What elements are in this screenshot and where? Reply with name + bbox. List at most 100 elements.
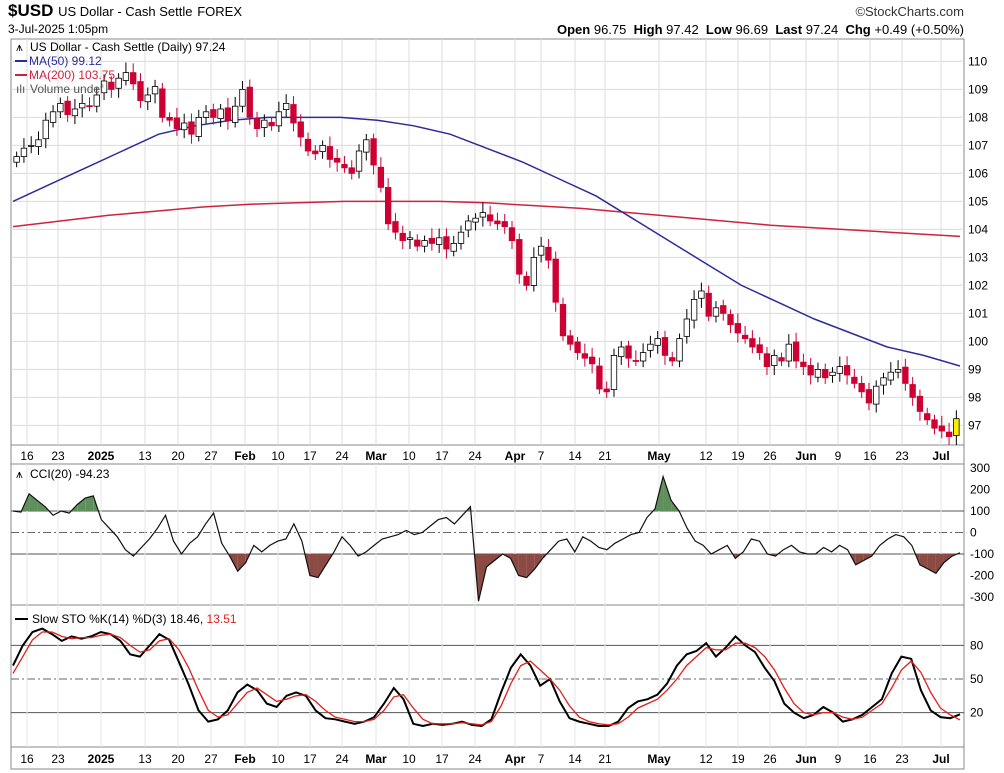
price-y-tick: 99 — [968, 362, 982, 376]
candle-body — [792, 341, 800, 362]
candle-body — [567, 335, 574, 345]
candle-body — [749, 338, 756, 348]
cci-area — [526, 554, 535, 578]
candle-body — [392, 221, 399, 233]
candle-body — [559, 304, 567, 337]
x-tick-label: 26 — [763, 752, 777, 766]
candle-body — [945, 431, 953, 437]
x-tick-label: 10 — [402, 449, 416, 463]
cci-y-tick: 100 — [970, 504, 990, 518]
candle-body — [902, 366, 909, 384]
candle-body — [654, 338, 661, 346]
candle-body — [771, 354, 778, 366]
candle-body — [64, 100, 71, 116]
candle-body — [304, 138, 312, 152]
ma50-line — [12, 116, 961, 367]
x-tick-label: Jun — [795, 752, 816, 766]
open-value: 96.75 — [593, 22, 627, 37]
price-legend-title: US Dollar - Cash Settle (Daily) 97.24 — [30, 40, 226, 54]
candle-body — [115, 77, 122, 89]
candle-body — [399, 232, 406, 242]
last-value: 97.24 — [805, 22, 839, 37]
last-label: Last — [775, 22, 803, 37]
candle-body — [188, 121, 195, 135]
sto-y-tick: 80 — [970, 638, 984, 652]
candle-body — [79, 103, 86, 109]
x-tick-label: 10 — [271, 752, 285, 766]
candle-body — [727, 314, 734, 325]
cci-y-tick: -300 — [970, 590, 994, 604]
candle-body — [13, 156, 20, 163]
candle-body — [924, 413, 931, 421]
x-tick-label: 23 — [51, 752, 65, 766]
x-tick-label: 9 — [835, 449, 842, 463]
candle-body — [763, 353, 771, 368]
cci-legend: ⩚ CCI(20) -94.23 — [16, 467, 110, 481]
cci-path — [12, 474, 961, 602]
x-tick-label: 21 — [598, 449, 612, 463]
cci-y-tick: 0 — [970, 526, 977, 540]
candle-body — [887, 371, 894, 381]
x-tick-label: Apr — [505, 449, 526, 463]
candle-body — [552, 258, 559, 303]
candle-body — [843, 365, 851, 376]
price-y-tick: 107 — [968, 138, 988, 152]
candle-body — [57, 103, 64, 113]
price-y-tick: 108 — [968, 110, 988, 124]
candle-body — [545, 246, 552, 261]
candle-body — [807, 365, 814, 376]
x-tick-label: Mar — [365, 752, 387, 766]
cci-area — [77, 498, 86, 511]
x-tick-label: 16 — [20, 449, 34, 463]
x-axis-band-2 — [10, 746, 965, 770]
candle-body — [756, 344, 763, 354]
candle-body — [603, 388, 610, 393]
candle-body — [894, 368, 902, 373]
cci-area — [37, 500, 46, 511]
x-tick-label: 20 — [171, 449, 185, 463]
candle-body — [370, 138, 377, 166]
x-tick-label: 24 — [468, 752, 482, 766]
candle-body — [319, 144, 326, 152]
candle-body — [661, 337, 669, 356]
x-axis-top: 16 23 2025 13 20 27 Feb 10 17 24 Mar 10 17 24 Apr 7 14 21… — [20, 449, 949, 463]
candle-body — [166, 117, 173, 121]
cci-y-tick: 200 — [970, 483, 990, 497]
candle-body — [836, 366, 843, 374]
x-tick-label: 23 — [895, 449, 909, 463]
candlestick-series — [13, 62, 960, 445]
high-label: High — [633, 22, 663, 37]
candle-body — [173, 117, 181, 129]
candle-body — [880, 377, 887, 386]
candle-body — [355, 150, 363, 172]
candle-body — [49, 111, 57, 123]
x-tick-label: 2025 — [88, 449, 115, 463]
x-tick-label: 27 — [204, 449, 218, 463]
x-tick-label: May — [647, 449, 671, 463]
candle-body — [479, 212, 487, 218]
x-tick-label: Mar — [365, 449, 387, 463]
candle-body — [159, 88, 166, 118]
candle-body — [384, 186, 392, 225]
candle-body — [224, 107, 232, 121]
x-tick-label: 17 — [303, 752, 317, 766]
price-legend: ⩚ US Dollar - Cash Settle (Daily) 97.24 … — [15, 40, 226, 96]
sto-legend: Slow STO %K(14) %D(3) 18.46, 13.51 — [15, 612, 237, 626]
price-y-tick: 110 — [968, 54, 987, 68]
x-tick-label: 17 — [435, 752, 449, 766]
cci-area — [855, 554, 864, 565]
candle-body — [741, 334, 749, 339]
candle-body — [486, 214, 494, 222]
sto-y-axis: 80 50 20 — [970, 638, 984, 719]
ma200-legend: MA(200) 103.75 — [29, 68, 115, 82]
candle-body — [239, 89, 246, 107]
x-tick-label: 16 — [863, 752, 877, 766]
x-tick-label: 24 — [335, 449, 349, 463]
candle-body — [443, 236, 450, 250]
candle-body — [778, 357, 785, 362]
candle-body — [851, 376, 858, 384]
x-tick-label: 23 — [51, 449, 65, 463]
candle-body — [530, 256, 538, 286]
x-axis-bottom: 16 23 2025 13 20 27 Feb 10 17 24 Mar 10 17 24 Apr 7 14 21… — [20, 752, 949, 766]
